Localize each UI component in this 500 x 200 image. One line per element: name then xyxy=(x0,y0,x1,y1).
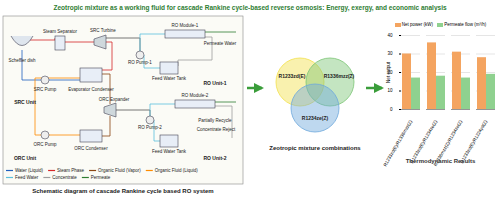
svg-text:RO Pump-1: RO Pump-1 xyxy=(128,60,152,65)
svg-text:Zeotropic mixture as a working: Zeotropic mixture as a working fluid for… xyxy=(53,4,447,12)
svg-text:Feed Water Tank: Feed Water Tank xyxy=(152,76,187,81)
svg-text:Net output: Net output xyxy=(386,61,391,83)
svg-text:Permeate: Permeate xyxy=(91,175,111,180)
svg-text:Permeate Water: Permeate Water xyxy=(204,41,237,46)
svg-text:Steam Phase: Steam Phase xyxy=(57,168,85,173)
svg-text:RO Pump-2: RO Pump-2 xyxy=(138,125,162,130)
svg-text:0: 0 xyxy=(390,107,393,112)
svg-text:Partially Recycle: Partially Recycle xyxy=(198,118,232,123)
svg-text:Concentrate Reject: Concentrate Reject xyxy=(197,127,236,132)
svg-text:Organic Fluid (Vapor): Organic Fluid (Vapor) xyxy=(98,168,141,173)
svg-text:Schematic diagram of cascade R: Schematic diagram of cascade Rankine cyc… xyxy=(32,188,213,194)
svg-text:Evaporator Condenser: Evaporator Condenser xyxy=(68,87,114,92)
svg-text:ORC Condenser: ORC Condenser xyxy=(74,146,108,151)
svg-text:R1233zd(E)/R1234ze(Z): R1233zd(E)/R1234ze(Z) xyxy=(409,119,438,164)
svg-text:SRC Turbine: SRC Turbine xyxy=(90,28,116,33)
svg-text:Zeotropic mixture combinations: Zeotropic mixture combinations xyxy=(269,145,361,151)
svg-text:SRC Pump: SRC Pump xyxy=(34,87,57,92)
svg-text:ORC Unit: ORC Unit xyxy=(14,155,37,161)
svg-text:R1233zd(E): R1233zd(E) xyxy=(279,73,306,79)
svg-text:R1336mzz(Z): R1336mzz(Z) xyxy=(324,73,355,79)
svg-text:ORC Pump: ORC Pump xyxy=(33,142,57,147)
svg-text:RO Unit-1: RO Unit-1 xyxy=(203,80,226,86)
svg-text:40: 40 xyxy=(387,33,393,38)
svg-text:Organic Fluid (Liquid): Organic Fluid (Liquid) xyxy=(155,168,199,173)
svg-text:Concentrate: Concentrate xyxy=(52,175,77,180)
svg-text:Scheffler dish: Scheffler dish xyxy=(8,58,36,63)
svg-text:ORC Expander: ORC Expander xyxy=(99,97,130,102)
svg-text:R1233zd(E)/R1224yd(Z): R1233zd(E)/R1224yd(Z) xyxy=(459,119,488,164)
svg-text:Feed Water: Feed Water xyxy=(15,175,39,180)
svg-text:R1234ze(Z): R1234ze(Z) xyxy=(302,115,329,121)
svg-text:RO Module-2: RO Module-2 xyxy=(182,93,209,98)
svg-text:Feed Water Tank: Feed Water Tank xyxy=(152,149,187,154)
svg-text:30: 30 xyxy=(387,51,393,56)
svg-text:RO Module-1: RO Module-1 xyxy=(172,23,199,28)
svg-text:Steam Separator: Steam Separator xyxy=(43,29,78,34)
svg-text:RO Unit-2: RO Unit-2 xyxy=(203,155,226,161)
svg-text:SRC Unit: SRC Unit xyxy=(14,99,36,105)
svg-text:Water (Liquid): Water (Liquid) xyxy=(15,168,44,173)
svg-text:10: 10 xyxy=(387,88,393,93)
